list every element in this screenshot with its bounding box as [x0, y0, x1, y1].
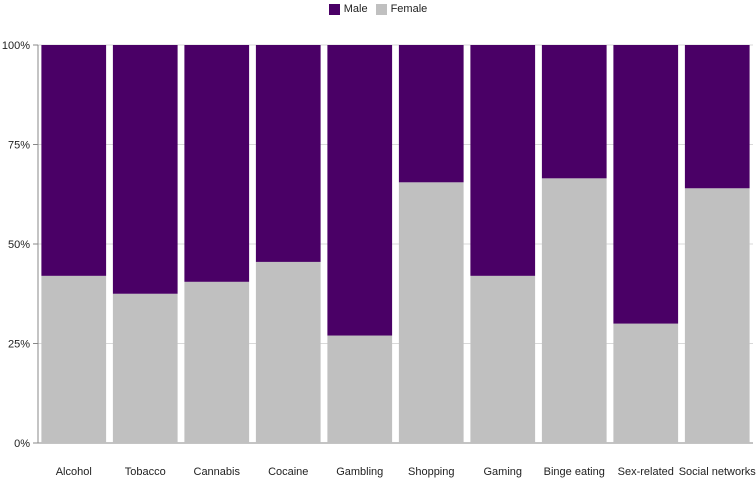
legend-swatch-male [328, 3, 340, 15]
bar-female [398, 182, 464, 443]
bar-female [470, 275, 536, 443]
x-tick-label: Binge eating [544, 466, 605, 478]
bar-male [684, 45, 750, 189]
bar-male [470, 45, 536, 276]
x-tick-label: Alcohol [56, 466, 92, 478]
legend-label-male: Male [343, 3, 368, 15]
bar-female [112, 293, 178, 443]
bar-male [541, 45, 607, 179]
bar-male [255, 45, 321, 262]
x-tick-label: Tobacco [125, 466, 166, 478]
bar-male [613, 45, 679, 324]
y-tick-label: 75% [8, 140, 30, 152]
x-tick-label: Cannabis [194, 466, 241, 478]
y-tick-label: 50% [8, 239, 30, 251]
bar-male [184, 45, 250, 282]
bar-female [684, 188, 750, 443]
x-tick-label: Gaming [483, 466, 522, 478]
x-tick-label: Social networks [679, 466, 756, 478]
y-tick-label: 25% [8, 339, 30, 351]
bar-female [613, 323, 679, 443]
x-tick-label: Cocaine [268, 466, 308, 478]
y-tick-label: 0% [14, 438, 30, 450]
x-tick-label: Shopping [408, 466, 455, 478]
bar-female [327, 335, 393, 443]
x-tick-label: Gambling [336, 466, 383, 478]
legend-item-male: Male [328, 3, 368, 15]
bar-female [255, 261, 321, 443]
legend-swatch-female [375, 3, 387, 15]
legend-label-female: Female [390, 3, 428, 15]
bar-male [398, 45, 464, 183]
bar-male [112, 45, 178, 294]
x-tick-label: Sex-related [618, 466, 674, 478]
bar-male [327, 45, 393, 336]
y-tick-label: 100% [2, 40, 30, 52]
bar-female [184, 281, 250, 443]
legend-item-female: Female [375, 3, 428, 15]
bar-female [541, 178, 607, 443]
bar-male [41, 45, 107, 276]
bar-female [41, 275, 107, 443]
legend: Male Female [0, 3, 756, 15]
